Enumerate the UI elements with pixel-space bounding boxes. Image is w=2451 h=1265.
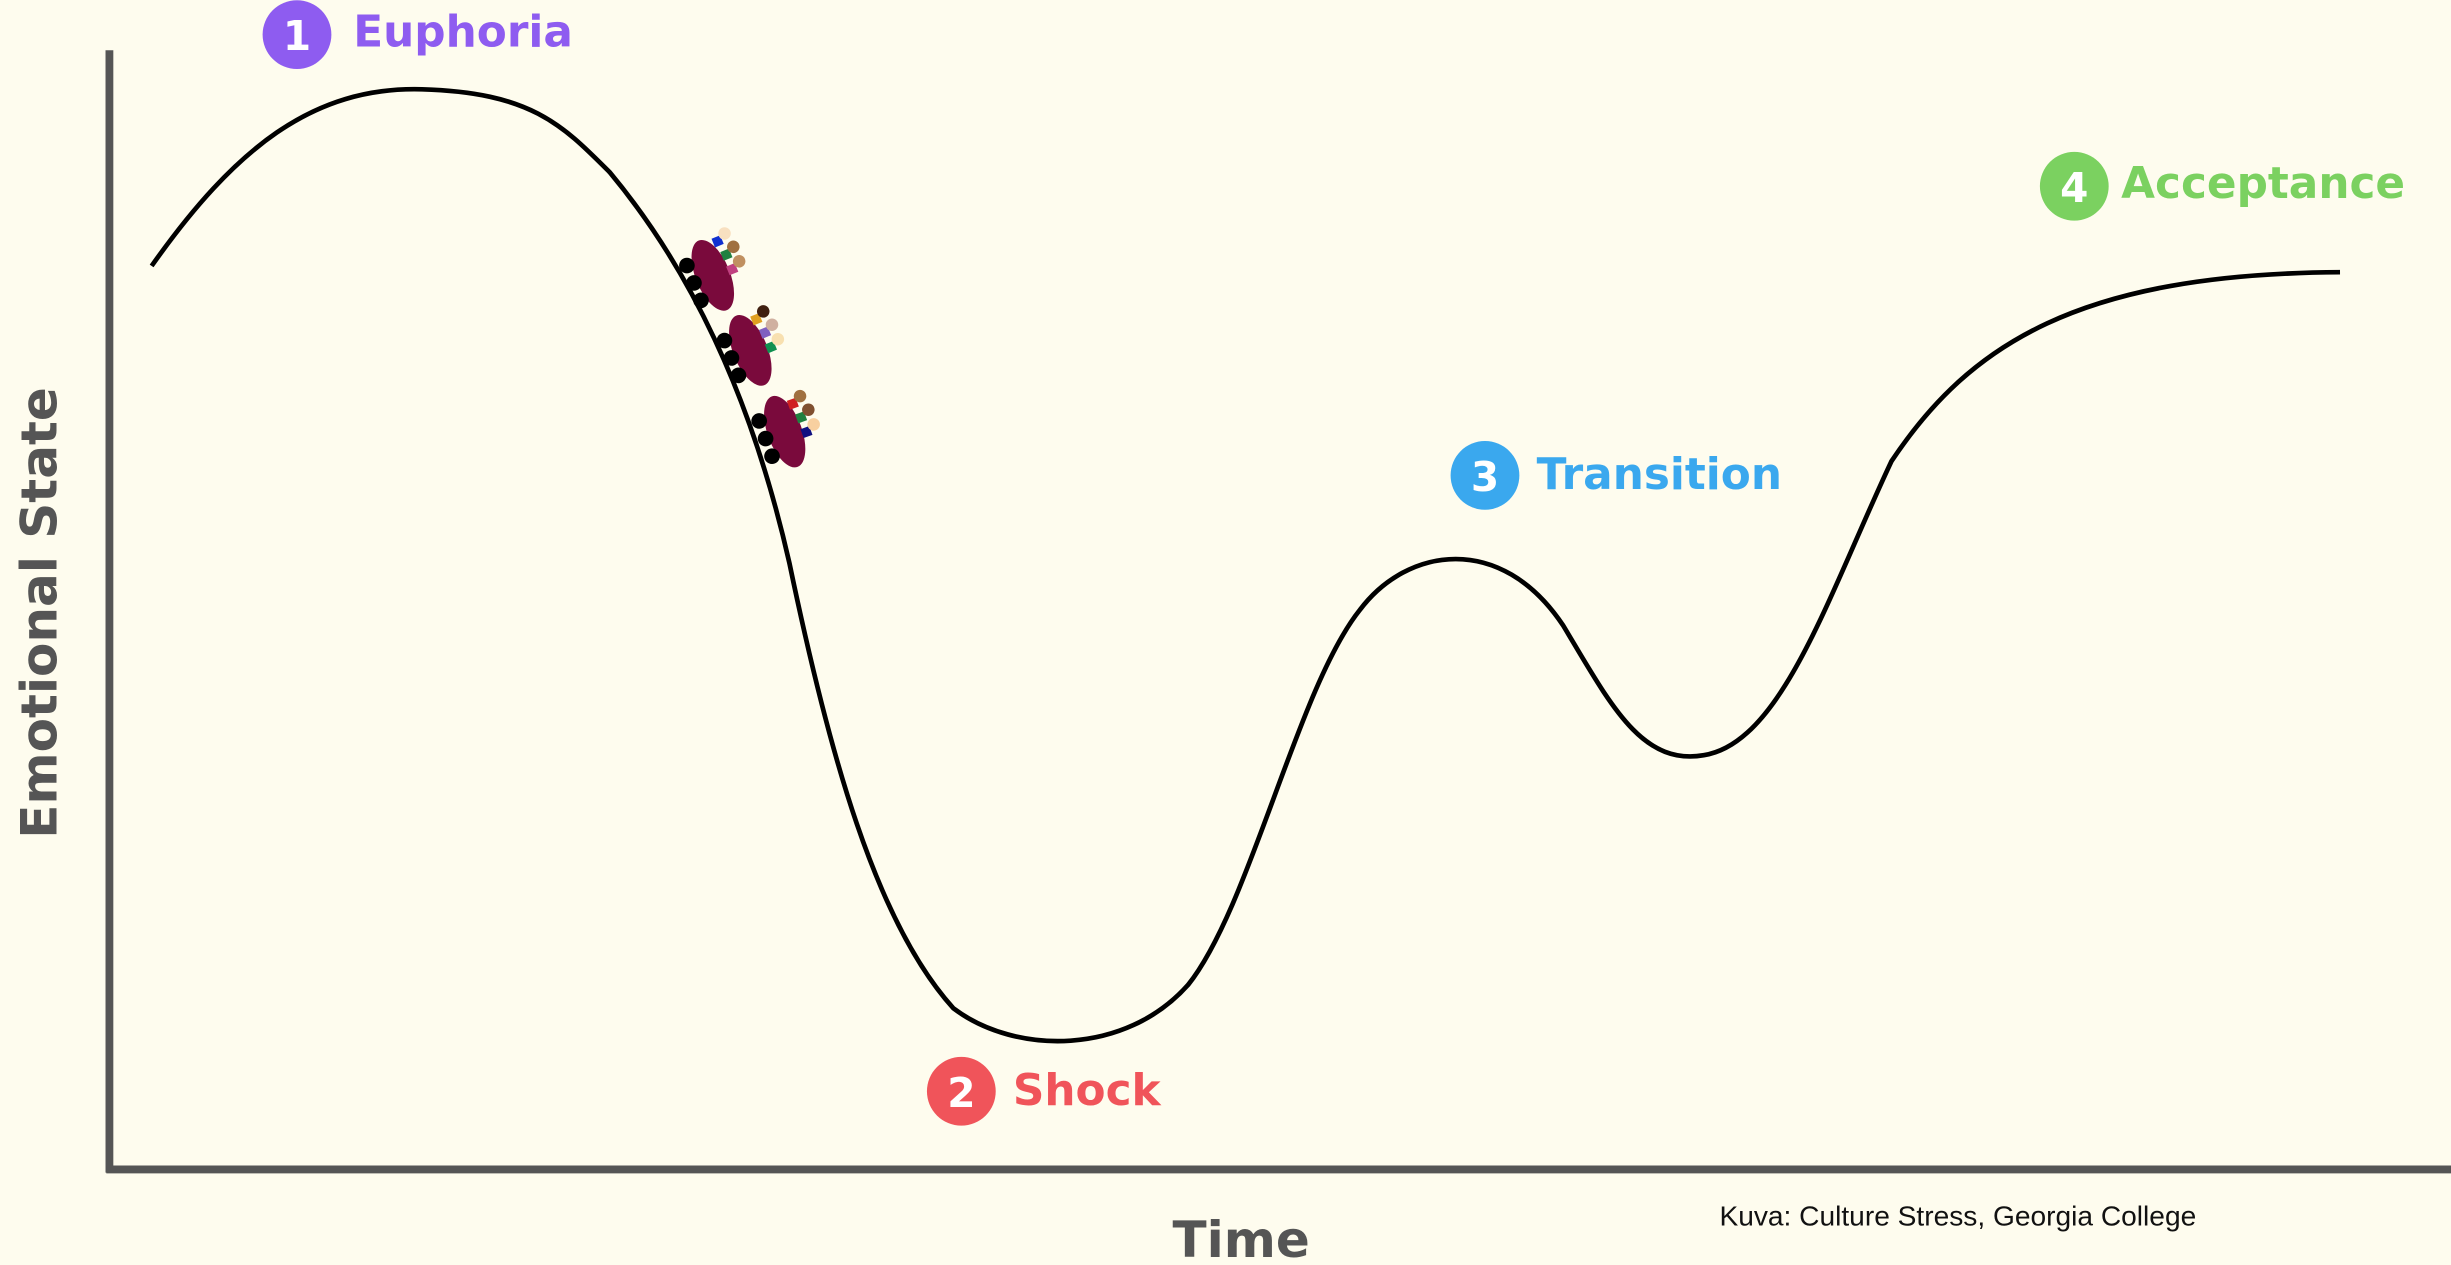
stage-label: Acceptance bbox=[2121, 158, 2405, 209]
stage-number: 1 bbox=[283, 12, 311, 60]
x-axis-label: Time bbox=[1172, 1211, 1309, 1265]
y-axis-label: Emotional State bbox=[10, 387, 68, 838]
stage-number: 3 bbox=[1471, 453, 1499, 501]
stage-badge bbox=[262, 0, 332, 69]
stage-label: Euphoria bbox=[353, 7, 573, 58]
emotion-curve bbox=[149, 86, 2341, 1044]
stage-badge bbox=[1450, 441, 1520, 510]
stage-badge bbox=[926, 1056, 996, 1126]
roller-coaster bbox=[679, 227, 820, 468]
stage-transition: 3 Transition bbox=[1450, 441, 1782, 510]
stage-label: Transition bbox=[1537, 449, 1782, 500]
stage-number: 2 bbox=[947, 1069, 975, 1117]
stage-badge bbox=[2039, 151, 2109, 221]
stage-acceptance: 4 Acceptance bbox=[2039, 151, 2405, 221]
stage-number: 4 bbox=[2060, 164, 2088, 212]
stage-label: Shock bbox=[1013, 1065, 1162, 1116]
image-credit: Kuva: Culture Stress, Georgia College bbox=[1719, 1201, 2196, 1232]
stage-euphoria: 1 Euphoria bbox=[262, 0, 573, 69]
stage-shock: 2 Shock bbox=[926, 1056, 1162, 1126]
